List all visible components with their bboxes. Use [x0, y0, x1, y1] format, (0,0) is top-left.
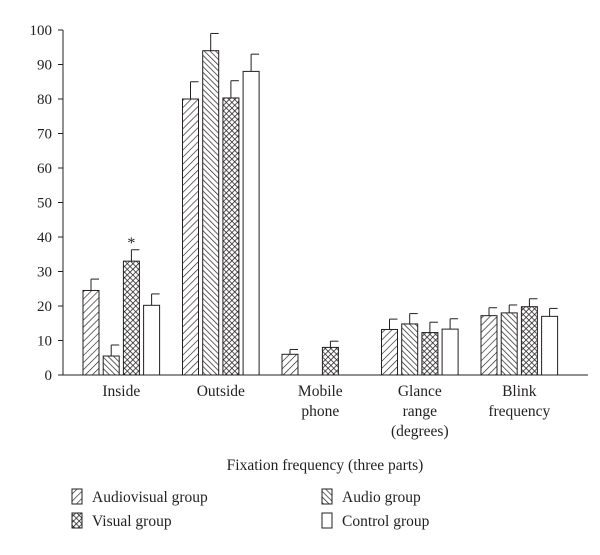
y-tick-label: 70	[37, 127, 52, 143]
bar	[520, 306, 538, 376]
y-tick-label: 40	[37, 230, 52, 246]
y-tick-label: 90	[37, 58, 52, 74]
x-category-label: Outside	[197, 383, 245, 400]
x-category-label-line: frequency	[488, 403, 550, 420]
x-category-label-line: phone	[301, 403, 339, 420]
legend-label: Visual group	[92, 513, 172, 530]
bar	[222, 97, 240, 376]
legend-label: Audio group	[342, 489, 421, 506]
y-tick-label: 0	[45, 368, 53, 384]
bar	[381, 328, 398, 376]
x-category-label-line: range	[403, 403, 438, 420]
bar	[441, 328, 459, 376]
x-category-label: Blink frequency	[488, 383, 550, 420]
legend-swatch	[321, 488, 333, 505]
legend-label: Audiovisual group	[92, 489, 208, 506]
x-category-label-line: Inside	[102, 383, 140, 400]
x-category-label-line: Outside	[197, 383, 245, 400]
bar	[421, 332, 439, 376]
legend-swatch	[71, 488, 83, 505]
bar	[281, 353, 299, 376]
x-category-label-line: (degrees)	[391, 423, 449, 440]
x-category-label: Glance range (degrees)	[391, 383, 449, 440]
y-ticks: 0 10 20 30 40 50 60 70 80 90 100	[30, 23, 63, 384]
bar	[401, 323, 419, 376]
y-tick-label: 100	[30, 23, 53, 39]
x-category-label-line: Blink	[502, 383, 537, 400]
y-tick-label: 10	[37, 334, 52, 350]
y-tick-label: 60	[37, 161, 52, 177]
x-category-labels: Inside Outside Mobile phone Glance range (degr…	[102, 383, 550, 440]
y-axis: 0 10 20 30 40 50 60 70 80 90 100	[30, 23, 64, 384]
legend-swatch	[71, 512, 83, 529]
legend: Audiovisual group Audio group Visual group…	[71, 488, 430, 530]
bar	[321, 346, 339, 376]
x-category-label: Mobile phone	[298, 383, 343, 420]
bar	[143, 304, 161, 376]
annotations: *	[127, 235, 135, 252]
x-axis: Inside Outside Mobile phone Glance range (degr…	[63, 374, 588, 474]
y-tick-label: 20	[37, 299, 52, 315]
y-tick-label: 30	[37, 265, 52, 281]
bar	[82, 289, 100, 376]
x-category-label: Inside	[102, 383, 140, 400]
legend-swatch	[321, 512, 333, 529]
bar	[500, 312, 518, 376]
y-tick-label: 50	[37, 196, 52, 212]
bars	[82, 32, 559, 376]
bar	[202, 50, 220, 376]
significance-marker: *	[127, 235, 135, 252]
bar	[480, 315, 498, 376]
bar	[102, 355, 120, 376]
x-axis-title: Fixation frequency (three parts)	[227, 457, 424, 474]
bar	[122, 260, 140, 376]
y-tick-label: 80	[37, 92, 52, 108]
x-category-label-line: Glance	[398, 383, 442, 400]
bar	[242, 70, 260, 376]
bar	[182, 98, 199, 376]
legend-label: Control group	[342, 513, 430, 530]
bar	[541, 315, 559, 376]
x-category-label-line: Mobile	[298, 383, 343, 400]
